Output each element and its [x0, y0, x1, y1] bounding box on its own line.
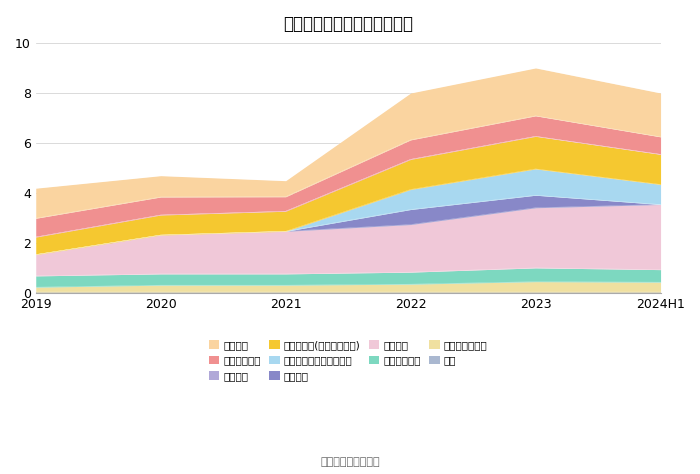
Legend: 应付账款, 应付职工薪酬, 应交税费, 其他应付款(含利息和股利), 一年内到期的非流动负债, 长期借款, 租赁负债, 长期递延收益, 递延所得税负债, 其它: 应付账款, 应付职工薪酬, 应交税费, 其他应付款(含利息和股利), 一年内到期…	[204, 336, 491, 385]
Title: 历年主要负债堆积图（亿元）: 历年主要负债堆积图（亿元）	[283, 15, 413, 33]
Text: 数据来源：恒生聚源: 数据来源：恒生聚源	[320, 456, 380, 466]
